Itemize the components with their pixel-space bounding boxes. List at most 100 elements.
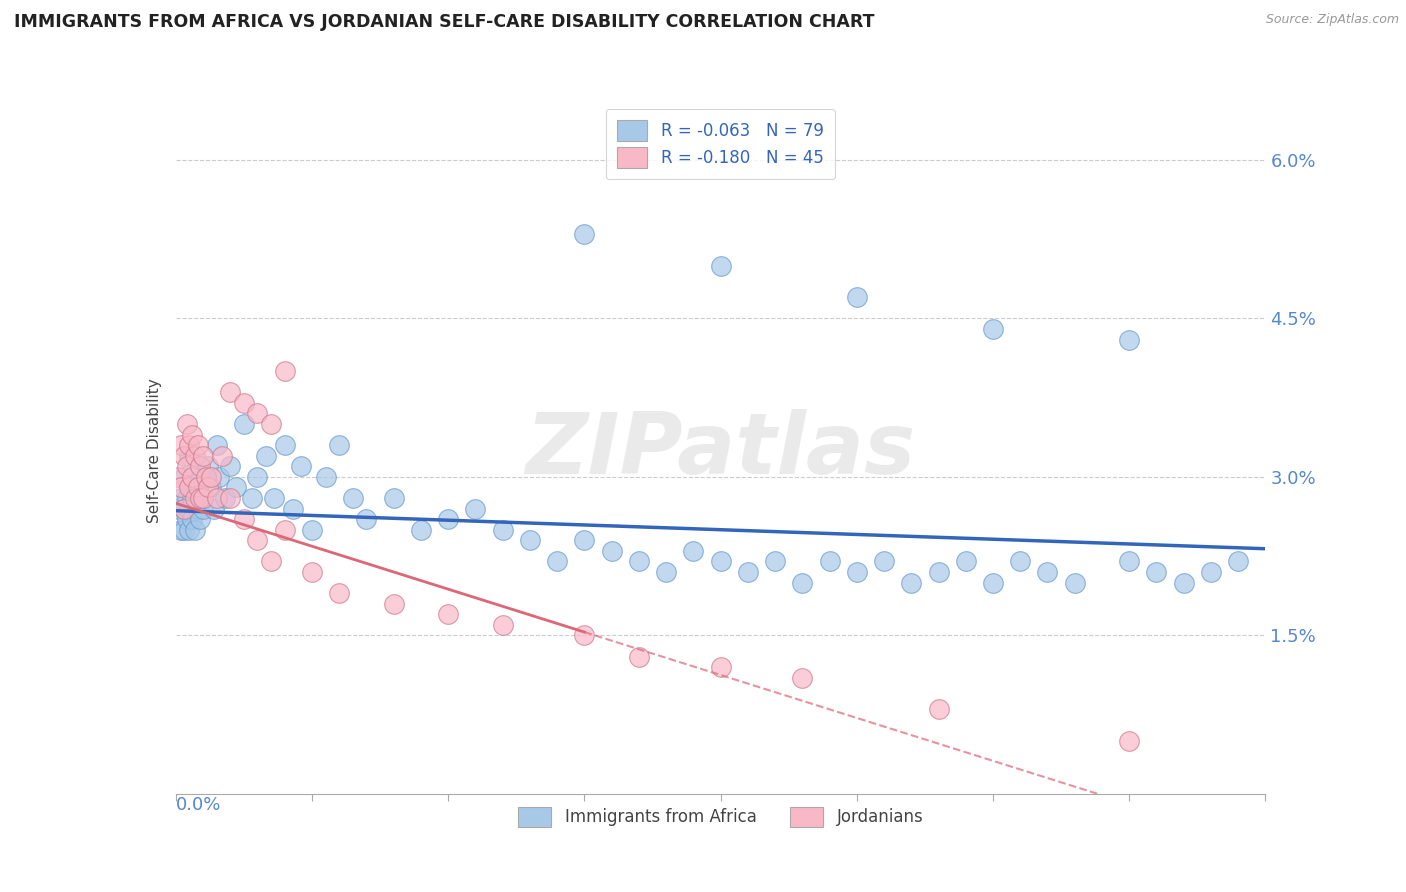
Point bbox=[627, 554, 650, 568]
Point bbox=[197, 480, 219, 494]
Point bbox=[188, 470, 211, 484]
Point bbox=[186, 501, 209, 516]
Point bbox=[194, 470, 217, 484]
Point bbox=[792, 575, 814, 590]
Point bbox=[181, 470, 204, 484]
Point bbox=[202, 501, 225, 516]
Point bbox=[176, 459, 198, 474]
Point bbox=[382, 597, 405, 611]
Point bbox=[955, 554, 977, 568]
Point bbox=[1144, 565, 1167, 579]
Point bbox=[873, 554, 896, 568]
Point bbox=[208, 470, 231, 484]
Point bbox=[186, 491, 209, 505]
Point bbox=[191, 491, 214, 505]
Point bbox=[900, 575, 922, 590]
Point bbox=[274, 364, 297, 378]
Point bbox=[328, 586, 350, 600]
Point bbox=[211, 449, 233, 463]
Point bbox=[763, 554, 786, 568]
Point bbox=[170, 523, 193, 537]
Point bbox=[173, 523, 195, 537]
Point bbox=[167, 470, 190, 484]
Point bbox=[184, 449, 207, 463]
Point bbox=[191, 491, 214, 505]
Point bbox=[818, 554, 841, 568]
Point bbox=[281, 501, 304, 516]
Point bbox=[274, 438, 297, 452]
Point bbox=[655, 565, 678, 579]
Point bbox=[356, 512, 378, 526]
Point bbox=[184, 523, 207, 537]
Point bbox=[710, 259, 733, 273]
Point bbox=[492, 617, 515, 632]
Point bbox=[197, 459, 219, 474]
Point bbox=[845, 565, 868, 579]
Point bbox=[179, 438, 201, 452]
Point bbox=[981, 575, 1004, 590]
Point bbox=[188, 491, 211, 505]
Point bbox=[845, 290, 868, 304]
Point bbox=[184, 480, 207, 494]
Point bbox=[1118, 554, 1140, 568]
Point bbox=[382, 491, 405, 505]
Point bbox=[200, 480, 222, 494]
Point bbox=[179, 523, 201, 537]
Point bbox=[200, 470, 222, 484]
Point bbox=[928, 565, 950, 579]
Y-axis label: Self-Care Disability: Self-Care Disability bbox=[146, 378, 162, 523]
Point bbox=[1173, 575, 1195, 590]
Text: 0.0%: 0.0% bbox=[176, 796, 221, 814]
Point bbox=[342, 491, 364, 505]
Point bbox=[437, 607, 460, 622]
Point bbox=[232, 396, 254, 410]
Point bbox=[191, 449, 214, 463]
Point bbox=[170, 491, 193, 505]
Point bbox=[176, 512, 198, 526]
Point bbox=[173, 501, 195, 516]
Point bbox=[181, 491, 204, 505]
Point bbox=[574, 628, 596, 642]
Point bbox=[188, 459, 211, 474]
Point bbox=[214, 491, 236, 505]
Point bbox=[315, 470, 337, 484]
Point bbox=[260, 554, 283, 568]
Point bbox=[225, 480, 247, 494]
Point bbox=[1118, 333, 1140, 347]
Point bbox=[328, 438, 350, 452]
Point bbox=[194, 470, 217, 484]
Point bbox=[170, 438, 193, 452]
Point bbox=[232, 417, 254, 431]
Point bbox=[191, 501, 214, 516]
Point bbox=[173, 449, 195, 463]
Point bbox=[546, 554, 568, 568]
Point bbox=[710, 554, 733, 568]
Text: Source: ZipAtlas.com: Source: ZipAtlas.com bbox=[1265, 13, 1399, 27]
Point bbox=[181, 427, 204, 442]
Point bbox=[710, 660, 733, 674]
Point bbox=[179, 480, 201, 494]
Text: IMMIGRANTS FROM AFRICA VS JORDANIAN SELF-CARE DISABILITY CORRELATION CHART: IMMIGRANTS FROM AFRICA VS JORDANIAN SELF… bbox=[14, 13, 875, 31]
Point bbox=[519, 533, 541, 548]
Point bbox=[274, 523, 297, 537]
Point bbox=[188, 512, 211, 526]
Point bbox=[464, 501, 486, 516]
Point bbox=[409, 523, 432, 537]
Point bbox=[176, 417, 198, 431]
Point bbox=[246, 407, 269, 421]
Point bbox=[290, 459, 312, 474]
Point bbox=[254, 449, 277, 463]
Point bbox=[184, 491, 207, 505]
Point bbox=[1227, 554, 1250, 568]
Point bbox=[928, 702, 950, 716]
Legend: Immigrants from Africa, Jordanians: Immigrants from Africa, Jordanians bbox=[512, 800, 929, 834]
Point bbox=[981, 322, 1004, 336]
Point bbox=[232, 512, 254, 526]
Point bbox=[179, 501, 201, 516]
Point bbox=[600, 544, 623, 558]
Point bbox=[1063, 575, 1085, 590]
Point bbox=[1036, 565, 1059, 579]
Point bbox=[219, 385, 242, 400]
Point bbox=[260, 417, 283, 431]
Point bbox=[301, 565, 323, 579]
